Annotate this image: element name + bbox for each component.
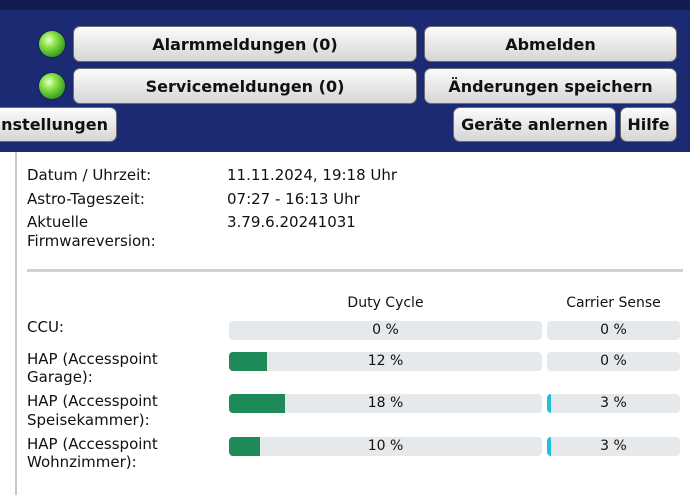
astro-time-value: 07:27 - 16:13 Uhr bbox=[227, 190, 360, 208]
date-time-value: 11.11.2024, 19:18 Uhr bbox=[227, 166, 398, 184]
speisekammer-carrier-fill bbox=[547, 394, 551, 413]
wohnzimmer-duty-bar: 10 % bbox=[229, 437, 542, 456]
help-button[interactable]: Hilfe bbox=[620, 107, 677, 142]
header-bar: Alarmmeldungen (0) Abmelden Servicemeldu… bbox=[0, 0, 690, 152]
row-wohnzimmer-name-line2: Wohnzimmer): bbox=[27, 453, 137, 471]
row-speisekammer-name-line2: Speisekammer): bbox=[27, 411, 150, 429]
content-left-border bbox=[15, 152, 17, 495]
garage-duty-text: 12 % bbox=[367, 353, 404, 369]
date-time-label: Datum / Uhrzeit: bbox=[27, 166, 152, 184]
wohnzimmer-carrier-bar: 3 % bbox=[547, 437, 680, 456]
teach-devices-button[interactable]: Geräte anlernen bbox=[453, 107, 616, 142]
speisekammer-duty-text: 18 % bbox=[367, 395, 404, 411]
garage-carrier-text: 0 % bbox=[600, 353, 627, 369]
speisekammer-duty-bar: 18 % bbox=[229, 394, 542, 413]
speisekammer-duty-fill bbox=[229, 394, 286, 413]
ccu-duty-text: 0 % bbox=[372, 322, 399, 338]
row-wohnzimmer-name-line1: HAP (Accesspoint bbox=[27, 435, 158, 453]
carrier-sense-header: Carrier Sense bbox=[566, 295, 661, 311]
row-garage-name-line1: HAP (Accesspoint bbox=[27, 350, 158, 368]
wohnzimmer-carrier-text: 3 % bbox=[600, 438, 627, 454]
ccu-duty-bar: 0 % bbox=[229, 321, 542, 340]
garage-duty-bar: 12 % bbox=[229, 352, 542, 371]
speisekammer-carrier-bar: 3 % bbox=[547, 394, 680, 413]
firmware-label-line1: Aktuelle bbox=[27, 213, 89, 231]
firmware-label-line2: Firmwareversion: bbox=[27, 232, 156, 250]
settings-button[interactable]: instellungen bbox=[0, 107, 117, 142]
service-messages-button[interactable]: Servicemeldungen (0) bbox=[73, 68, 417, 104]
duty-cycle-header: Duty Cycle bbox=[347, 295, 424, 311]
logout-button[interactable]: Abmelden bbox=[424, 26, 677, 62]
service-status-led-icon bbox=[39, 73, 65, 99]
wohnzimmer-duty-text: 10 % bbox=[367, 438, 404, 454]
top-strip bbox=[0, 0, 690, 10]
row-ccu-name: CCU: bbox=[27, 318, 64, 336]
ccu-carrier-bar: 0 % bbox=[547, 321, 680, 340]
ccu-carrier-text: 0 % bbox=[600, 322, 627, 338]
wohnzimmer-carrier-fill bbox=[547, 437, 551, 456]
garage-duty-fill bbox=[229, 352, 267, 371]
firmware-value: 3.79.6.20241031 bbox=[227, 213, 356, 231]
wohnzimmer-duty-fill bbox=[229, 437, 261, 456]
row-speisekammer-name-line1: HAP (Accesspoint bbox=[27, 392, 158, 410]
speisekammer-carrier-text: 3 % bbox=[600, 395, 627, 411]
section-divider bbox=[27, 269, 683, 272]
row-garage-name-line2: Garage): bbox=[27, 368, 93, 386]
alarm-status-led-icon bbox=[39, 31, 65, 57]
save-changes-button[interactable]: Änderungen speichern bbox=[424, 68, 677, 104]
garage-carrier-bar: 0 % bbox=[547, 352, 680, 371]
alarm-messages-button[interactable]: Alarmmeldungen (0) bbox=[73, 26, 417, 62]
astro-time-label: Astro-Tageszeit: bbox=[27, 190, 145, 208]
